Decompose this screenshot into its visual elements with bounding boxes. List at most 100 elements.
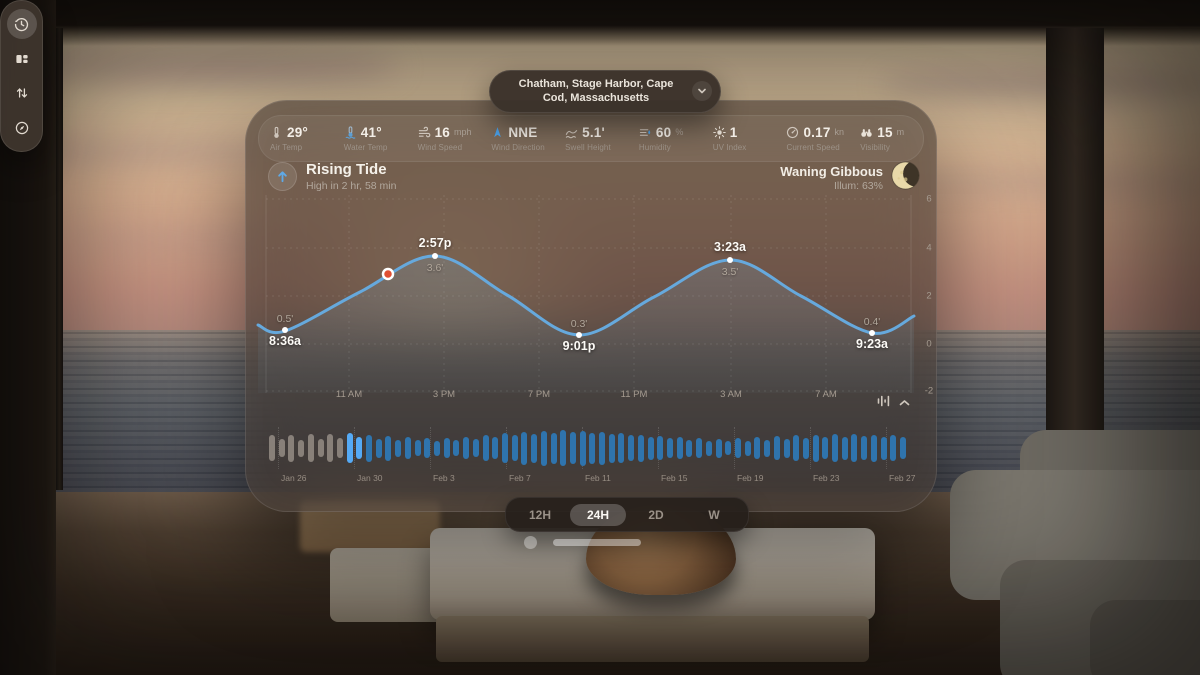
month-tide-strip[interactable]: Jan 26 Jan 30 Feb 3 Feb 7 Feb 11 Feb 15 Feb 19… xyxy=(269,427,915,483)
tide-range-bar xyxy=(783,438,790,458)
navigation-arrow-icon xyxy=(491,126,504,139)
coffee-table-lower-slab xyxy=(330,548,448,622)
window-frame-right xyxy=(1046,28,1104,480)
cloud xyxy=(40,50,400,84)
tide-event-time: 2:57p xyxy=(418,236,452,250)
date-label: Feb 15 xyxy=(661,473,688,483)
moon-block: Waning Gibbous Illum: 63% xyxy=(780,161,920,195)
tide-range-bar xyxy=(802,437,809,459)
tide-status: Rising Tide High in 2 hr, 58 min xyxy=(268,161,396,192)
tide-range-bar xyxy=(395,439,402,457)
history-clock-icon[interactable] xyxy=(6,9,37,40)
tide-range-bar xyxy=(550,432,557,464)
chart-collapse-control[interactable] xyxy=(877,394,910,412)
window-close-button[interactable] xyxy=(524,536,537,549)
stat-air-temp: 29° Air Temp xyxy=(270,124,309,153)
date-label: Jan 26 xyxy=(281,473,307,483)
stat-visibility: 15 m Visibility xyxy=(860,124,905,153)
date-tick-line xyxy=(810,427,811,469)
tide-range-bar xyxy=(686,439,693,457)
location-pill[interactable]: Chatham, Stage Harbor, Cape Cod, Massach… xyxy=(489,70,721,113)
date-label: Feb 27 xyxy=(889,473,916,483)
tide-range-bar xyxy=(890,435,897,461)
tide-range-bar-selected xyxy=(346,433,353,463)
cloud xyxy=(880,70,1200,100)
wind-icon xyxy=(418,126,431,139)
window-drag-bar[interactable] xyxy=(553,539,641,546)
current-time-marker[interactable] xyxy=(381,267,395,281)
tide-range-bar xyxy=(725,441,732,455)
tide-range-bar xyxy=(696,438,703,458)
tide-event-time: 9:23a xyxy=(856,337,888,351)
tide-range-bar xyxy=(579,430,586,466)
tide-range-bar xyxy=(637,434,644,462)
x-axis-tick: 3 AM xyxy=(720,389,742,400)
tab-2d[interactable]: 2D xyxy=(648,507,664,522)
wave-icon xyxy=(565,126,578,139)
tide-range-bar xyxy=(443,438,450,458)
location-name: Chatham, Stage Harbor, Cape Cod, Massach… xyxy=(518,78,674,105)
tide-event-height: 3.5' xyxy=(721,266,739,278)
tide-range-bar xyxy=(861,436,868,460)
x-axis-tick: 11 PM xyxy=(620,389,648,400)
tide-range-bar-past xyxy=(327,434,334,462)
tide-range-bar-past xyxy=(307,434,314,462)
y-axis-tick: 4 xyxy=(926,242,932,254)
ceiling xyxy=(0,0,1200,46)
tide-range-bar xyxy=(501,433,508,463)
tide-range-bar xyxy=(434,440,441,456)
tide-range-bar-past xyxy=(317,439,324,457)
tide-range-bar xyxy=(832,434,839,462)
tide-curve-chart[interactable]: 0.5' 8:36a 2:57p 3.6' 0.3' 9:01p 3:23a 3.5' 0.4'… xyxy=(256,189,933,401)
tide-range-bar xyxy=(676,437,683,459)
tide-title: Rising Tide xyxy=(306,161,387,178)
date-label: Jan 30 xyxy=(357,473,383,483)
tide-range-bar xyxy=(375,438,382,458)
coffee-table-base xyxy=(436,616,869,662)
tide-range-bar xyxy=(870,434,877,462)
tide-range-bar xyxy=(569,432,576,464)
tide-range-bar xyxy=(705,440,712,456)
tide-range-bar xyxy=(900,437,906,459)
stat-uv-index: 1 UV Index xyxy=(712,124,747,153)
stat-wind-direction: NNE Wind Direction xyxy=(491,124,545,153)
tide-range-bar-past xyxy=(298,439,305,457)
date-label: Feb 11 xyxy=(585,473,611,483)
date-label: Feb 3 xyxy=(433,473,455,483)
tide-range-bar xyxy=(463,437,470,459)
tide-range-bar xyxy=(851,434,858,462)
stat-swell-height: 5.1' Swell Height xyxy=(565,124,611,153)
tab-w[interactable]: W xyxy=(708,507,720,522)
tide-range-bar xyxy=(822,437,829,459)
moon-phase-label: Waning Gibbous xyxy=(780,163,883,179)
tide-range-bar xyxy=(657,436,664,460)
date-tick-line xyxy=(354,427,355,469)
tide-app-window: 29° Air Temp 41° Water Temp 16 mph Wind … xyxy=(245,100,937,512)
chevron-down-icon[interactable] xyxy=(692,81,712,102)
tide-range-bar xyxy=(608,433,615,463)
tide-range-bar xyxy=(628,435,635,461)
tide-range-bar xyxy=(841,436,848,460)
date-label: Feb 7 xyxy=(509,473,531,483)
tide-event-height: 0.4' xyxy=(863,316,881,328)
chevron-up-icon[interactable] xyxy=(899,394,910,412)
moon-illumination-label: Illum: 63% xyxy=(833,180,883,193)
tide-range-bar-past xyxy=(288,434,295,462)
window-mullion-left xyxy=(56,28,63,490)
water-thermometer-icon xyxy=(344,126,357,139)
sort-arrows-icon[interactable] xyxy=(7,78,37,108)
tide-range-bar xyxy=(812,434,819,462)
compass-icon[interactable] xyxy=(7,113,37,143)
date-tick-line xyxy=(430,427,431,469)
tab-12h[interactable]: 12H xyxy=(528,507,551,522)
dashboard-grid-icon[interactable] xyxy=(7,44,37,74)
tide-event-time: 8:36a xyxy=(269,334,301,348)
sofa-ottoman xyxy=(1090,600,1200,675)
tide-range-bar xyxy=(366,434,373,462)
tab-24h[interactable]: 24H xyxy=(570,503,626,526)
time-range-tabs: 12H 24H 2D W xyxy=(505,497,749,532)
tide-range-bar xyxy=(715,438,722,458)
tide-range-bar xyxy=(647,436,654,460)
tide-range-bar xyxy=(744,440,751,456)
conditions-bar: 29° Air Temp 41° Water Temp 16 mph Wind … xyxy=(258,115,924,162)
